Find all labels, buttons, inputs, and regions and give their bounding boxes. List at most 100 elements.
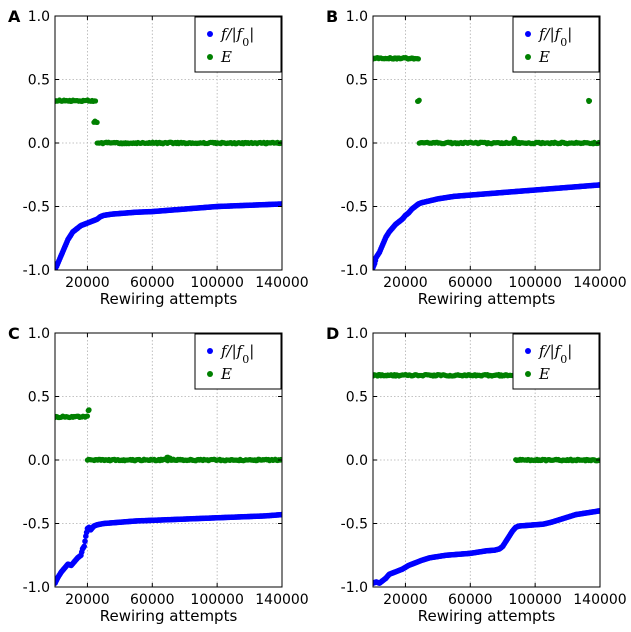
x-axis-label: Rewiring attempts: [100, 607, 238, 625]
data-point: [416, 97, 422, 103]
panel-c: 20000 60000 100000 140000 -1.0 -0.5 0.0 0.5 1.0 R…: [8, 324, 309, 625]
data-markers: [373, 54, 600, 270]
data-point: [81, 543, 87, 550]
legend-label-f-ratio: f/|f0|: [220, 342, 254, 366]
legend: f/|f0|E: [512, 16, 600, 73]
y-tick-label: 0.5: [28, 73, 50, 89]
panel-letter: A: [8, 7, 21, 26]
series-e-value: [55, 407, 282, 464]
y-tick-label: 0.0: [28, 453, 50, 469]
data-point: [82, 538, 88, 545]
y-tick-label: 0.5: [346, 390, 368, 406]
y-tick-label: 1.0: [28, 9, 50, 25]
legend-label-e: E: [538, 48, 550, 66]
x-tick-label: 60000: [130, 275, 175, 291]
legend-box: [512, 333, 600, 390]
y-tick-label: -0.5: [23, 200, 50, 216]
x-tick-label: 100000: [508, 592, 561, 608]
series-e-value: [55, 97, 282, 147]
x-tick-label: 100000: [190, 592, 243, 608]
series-e-value: [373, 371, 600, 464]
y-tick-label: -1.0: [341, 263, 368, 279]
y-tick-label: -0.5: [341, 200, 368, 216]
data-markers: [55, 407, 282, 586]
legend-label-e: E: [220, 365, 232, 383]
x-tick-label: 140000: [573, 592, 626, 608]
x-tick-label: 20000: [383, 592, 428, 608]
data-point: [512, 137, 518, 143]
data-point: [86, 407, 92, 413]
data-point: [92, 98, 99, 104]
y-tick-label: 1.0: [346, 9, 368, 25]
x-tick-label: 60000: [130, 592, 175, 608]
y-tick-label: -1.0: [23, 580, 50, 596]
x-tick-label: 20000: [65, 592, 110, 608]
data-point: [597, 182, 600, 188]
series-e-value: [373, 54, 600, 147]
legend-marker-e: [525, 371, 531, 377]
legend-box: [194, 333, 282, 390]
series-f-ratio: [55, 201, 282, 270]
x-axis-label: Rewiring attempts: [418, 607, 556, 625]
legend-marker-e: [207, 371, 213, 377]
x-tick-label: 140000: [255, 275, 308, 291]
series-f-ratio: [373, 182, 600, 270]
y-tick-label: -1.0: [23, 263, 50, 279]
y-tick-label: -1.0: [341, 580, 368, 596]
x-tick-label: 20000: [65, 275, 110, 291]
x-tick-label: 20000: [383, 275, 428, 291]
x-axis-label: Rewiring attempts: [418, 290, 556, 308]
y-tick-label: -0.5: [341, 517, 368, 533]
y-tick-label: 1.0: [28, 326, 50, 342]
data-point: [415, 56, 421, 62]
legend: f/|f0|E: [512, 333, 600, 390]
data-point: [279, 201, 282, 207]
series-f-ratio: [373, 508, 600, 586]
data-markers: [55, 97, 282, 270]
y-tick-label: 0.0: [28, 136, 50, 152]
legend: f/|f0|E: [194, 16, 282, 73]
x-tick-label: 140000: [255, 592, 308, 608]
x-tick-label: 100000: [190, 275, 243, 291]
legend-marker-e: [207, 54, 213, 60]
legend-marker-f-ratio: [207, 31, 213, 37]
legend-label-f-ratio: f/|f0|: [538, 25, 572, 49]
legend-label-f-ratio: f/|f0|: [220, 25, 254, 49]
legend-marker-f-ratio: [525, 31, 531, 37]
legend-marker-f-ratio: [207, 348, 213, 354]
data-markers: [373, 371, 600, 586]
legend-label-e: E: [538, 365, 550, 383]
x-tick-label: 140000: [573, 275, 626, 291]
y-tick-label: 0.0: [346, 136, 368, 152]
panel-b: 20000 60000 100000 140000 -1.0 -0.5 0.0 0.5 1.0 R…: [326, 7, 627, 308]
panel-letter: C: [8, 324, 20, 343]
panel-letter: D: [326, 324, 339, 343]
data-point: [597, 508, 600, 514]
legend-box: [194, 16, 282, 73]
panel-d: 20000 60000 100000 140000 -1.0 -0.5 0.0 0.5 1.0 R…: [326, 324, 627, 625]
x-axis-label: Rewiring attempts: [100, 290, 238, 308]
legend-box: [512, 16, 600, 73]
series-f-ratio: [55, 511, 282, 586]
data-point: [586, 98, 593, 104]
legend-label-f-ratio: f/|f0|: [538, 342, 572, 366]
panel-letter: B: [326, 7, 338, 26]
data-point: [167, 455, 173, 461]
y-tick-label: 0.5: [346, 73, 368, 89]
y-tick-label: 0.0: [346, 453, 368, 469]
y-tick-label: -0.5: [23, 517, 50, 533]
y-tick-label: 1.0: [346, 326, 368, 342]
data-point: [279, 511, 282, 518]
x-tick-label: 60000: [448, 592, 493, 608]
legend-marker-f-ratio: [525, 348, 531, 354]
data-point: [597, 457, 600, 464]
y-tick-label: 0.5: [28, 390, 50, 406]
data-point: [84, 413, 91, 419]
legend-label-e: E: [220, 48, 232, 66]
x-tick-label: 100000: [508, 275, 561, 291]
legend-marker-e: [525, 54, 531, 60]
data-point: [94, 119, 100, 126]
panel-a: 20000 60000 100000 140000 -1.0 -0.5 0.0 0.5 1.0 R…: [8, 7, 309, 308]
x-tick-label: 60000: [448, 275, 493, 291]
